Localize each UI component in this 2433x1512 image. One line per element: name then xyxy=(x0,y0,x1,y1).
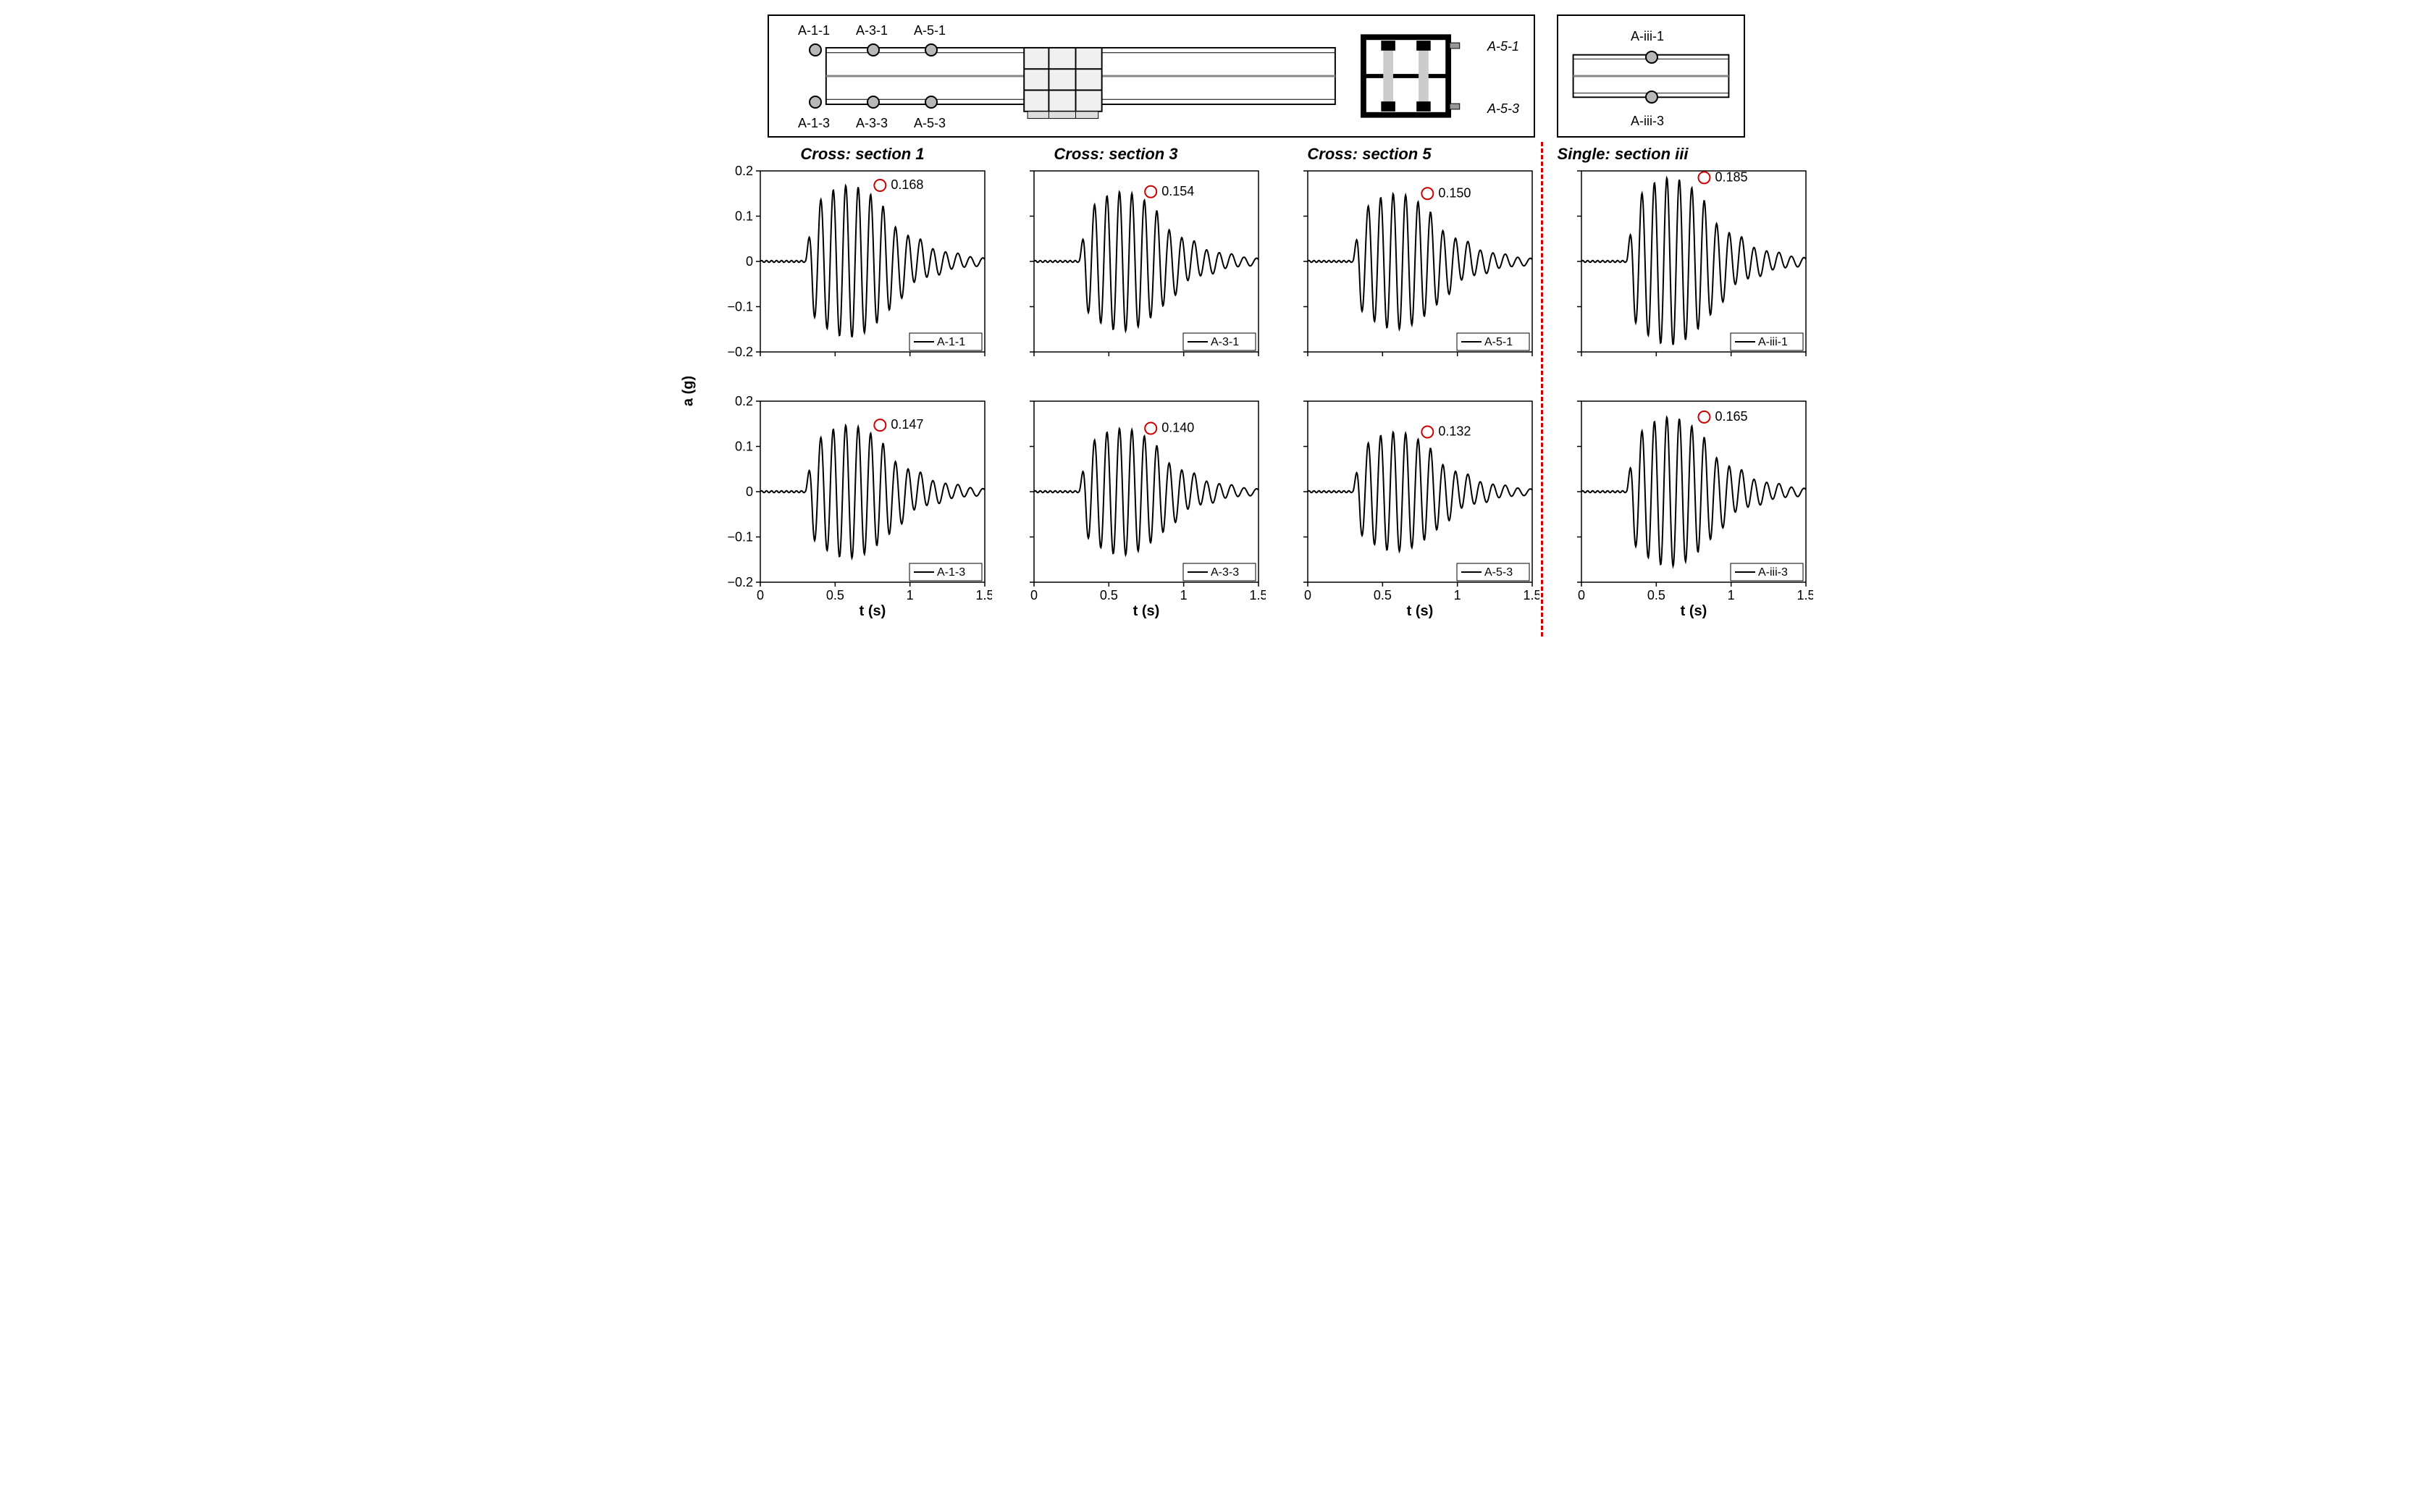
svg-text:0.185: 0.185 xyxy=(1715,169,1747,184)
chart-A-5-3: 0 0.5 1 1.5 0.132 A-5-3 t (s) xyxy=(1272,394,1539,618)
label-a-1-3: A-1-3 xyxy=(798,116,830,131)
sensor-a-5-3 xyxy=(925,96,938,109)
svg-text:−0.1: −0.1 xyxy=(727,530,753,545)
sensor-a-3-3 xyxy=(867,96,880,109)
svg-text:A-iii-1: A-iii-1 xyxy=(1758,336,1788,348)
headers-row: Cross: section 1 Cross: section 3 Cross: s… xyxy=(739,145,1752,164)
sensor-a-iii-3 xyxy=(1645,91,1658,104)
svg-text:A-iii-3: A-iii-3 xyxy=(1758,566,1788,579)
chart-cell: 0.185 A-iii-1 xyxy=(1545,164,1813,388)
svg-text:1: 1 xyxy=(1454,588,1461,602)
svg-text:t (s): t (s) xyxy=(1133,603,1160,618)
svg-text:1.5: 1.5 xyxy=(1249,588,1266,602)
svg-text:0.150: 0.150 xyxy=(1438,185,1471,200)
sensor-a-5-1 xyxy=(925,43,938,56)
label-a-3-3: A-3-3 xyxy=(856,116,888,131)
svg-text:A-3-3: A-3-3 xyxy=(1211,566,1239,579)
chart-cell: 0.150 A-5-1 xyxy=(1272,164,1539,388)
svg-text:0: 0 xyxy=(1030,588,1038,602)
sensor-a-iii-1 xyxy=(1645,51,1658,64)
svg-text:−0.2: −0.2 xyxy=(727,575,753,589)
svg-text:0.168: 0.168 xyxy=(891,177,923,192)
svg-text:0.132: 0.132 xyxy=(1438,424,1471,439)
svg-text:0.1: 0.1 xyxy=(735,209,753,224)
section-label-bottom: A-5-3 xyxy=(1487,101,1519,117)
divider-line xyxy=(1541,142,1543,637)
svg-text:0: 0 xyxy=(1304,588,1311,602)
svg-text:1.5: 1.5 xyxy=(1523,588,1539,602)
svg-text:−0.2: −0.2 xyxy=(727,345,753,359)
svg-text:0.5: 0.5 xyxy=(1100,588,1118,602)
sensor-a-1-3 xyxy=(809,96,822,109)
svg-text:0: 0 xyxy=(1578,588,1585,602)
svg-text:0.140: 0.140 xyxy=(1161,421,1194,435)
chart-cell: 0 0.5 1 1.5 0.165 A-iii-3 t (s) xyxy=(1545,394,1813,618)
chart-cell: 0 0.5 1 1.5 0.140 A-3-3 t (s) xyxy=(998,394,1266,618)
svg-text:1: 1 xyxy=(907,588,914,602)
svg-text:A-1-3: A-1-3 xyxy=(937,566,965,579)
svg-text:0.5: 0.5 xyxy=(1647,588,1665,602)
svg-text:0: 0 xyxy=(746,254,753,269)
chart-A-iii-1: 0.185 A-iii-1 xyxy=(1545,164,1813,388)
figure-container: A-1-1 A-3-1 A-5-1 A-1-3 A-3-3 A-5-3 A-5-… xyxy=(681,14,1752,618)
chart-A-3-1: 0.154 A-3-1 xyxy=(998,164,1266,388)
svg-text:0.5: 0.5 xyxy=(826,588,844,602)
label-a-5-1: A-5-1 xyxy=(914,23,946,38)
schematic-cross: A-1-1 A-3-1 A-5-1 A-1-3 A-3-3 A-5-3 A-5-… xyxy=(768,14,1535,138)
label-a-5-3: A-5-3 xyxy=(914,116,946,131)
label-a-iii-3: A-iii-3 xyxy=(1631,114,1664,129)
svg-text:1.5: 1.5 xyxy=(975,588,992,602)
section-header: Cross: section 3 xyxy=(992,145,1240,164)
label-a-1-1: A-1-1 xyxy=(798,23,830,38)
section-header: Cross: section 1 xyxy=(739,145,986,164)
svg-text:0: 0 xyxy=(757,588,764,602)
chart-cell: 0 0.5 1 1.5 −0.2 −0.1 0 0.1 0.2 0.147 A-1-3 t (s) xyxy=(724,394,992,618)
svg-text:0.5: 0.5 xyxy=(1374,588,1392,602)
y-axis-label: a (g) xyxy=(681,376,697,406)
label-a-iii-1: A-iii-1 xyxy=(1631,29,1664,44)
label-a-3-1: A-3-1 xyxy=(856,23,888,38)
svg-text:A-5-3: A-5-3 xyxy=(1484,566,1513,579)
chart-A-1-3: 0 0.5 1 1.5 −0.2 −0.1 0 0.1 0.2 0.147 A-1-3 t (s) xyxy=(724,394,992,618)
svg-text:0.2: 0.2 xyxy=(735,394,753,408)
svg-text:1: 1 xyxy=(1728,588,1735,602)
section-header: Single: section iii xyxy=(1499,145,1747,164)
chart-A-3-3: 0 0.5 1 1.5 0.140 A-3-3 t (s) xyxy=(998,394,1266,618)
schematic-row: A-1-1 A-3-1 A-5-1 A-1-3 A-3-3 A-5-3 A-5-… xyxy=(768,14,1745,138)
charts-area: a (g) −0.2 −0.1 0 0.1 0.2 0.168 A-1-1 0.154 A-3-… xyxy=(681,164,1752,618)
chart-A-iii-3: 0 0.5 1 1.5 0.165 A-iii-3 t (s) xyxy=(1545,394,1813,618)
charts-grid: −0.2 −0.1 0 0.1 0.2 0.168 A-1-1 0.154 A-3-1 0.150… xyxy=(724,164,1813,618)
svg-text:0.154: 0.154 xyxy=(1161,184,1194,198)
svg-text:−0.1: −0.1 xyxy=(727,300,753,314)
svg-text:0.147: 0.147 xyxy=(891,417,923,432)
section-label-top: A-5-1 xyxy=(1487,39,1519,54)
chart-cell: −0.2 −0.1 0 0.1 0.2 0.168 A-1-1 xyxy=(724,164,992,388)
svg-text:1.5: 1.5 xyxy=(1797,588,1813,602)
svg-text:t (s): t (s) xyxy=(1681,603,1707,618)
sensor-a-1-1 xyxy=(809,43,822,56)
svg-text:0.1: 0.1 xyxy=(735,440,753,454)
chart-A-5-1: 0.150 A-5-1 xyxy=(1272,164,1539,388)
svg-text:0.2: 0.2 xyxy=(735,164,753,178)
schematic-single: A-iii-1 A-iii-3 xyxy=(1557,14,1745,138)
svg-text:t (s): t (s) xyxy=(860,603,886,618)
section-header: Cross: section 5 xyxy=(1245,145,1493,164)
svg-text:A-5-1: A-5-1 xyxy=(1484,336,1513,348)
svg-text:A-3-1: A-3-1 xyxy=(1211,336,1239,348)
chart-cell: 0 0.5 1 1.5 0.132 A-5-3 t (s) xyxy=(1272,394,1539,618)
svg-text:A-1-1: A-1-1 xyxy=(937,336,965,348)
svg-text:0.165: 0.165 xyxy=(1715,409,1747,424)
svg-text:t (s): t (s) xyxy=(1407,603,1434,618)
svg-text:1: 1 xyxy=(1180,588,1188,602)
svg-text:0: 0 xyxy=(746,484,753,499)
sensor-a-3-1 xyxy=(867,43,880,56)
chart-A-1-1: −0.2 −0.1 0 0.1 0.2 0.168 A-1-1 xyxy=(724,164,992,388)
chart-cell: 0.154 A-3-1 xyxy=(998,164,1266,388)
